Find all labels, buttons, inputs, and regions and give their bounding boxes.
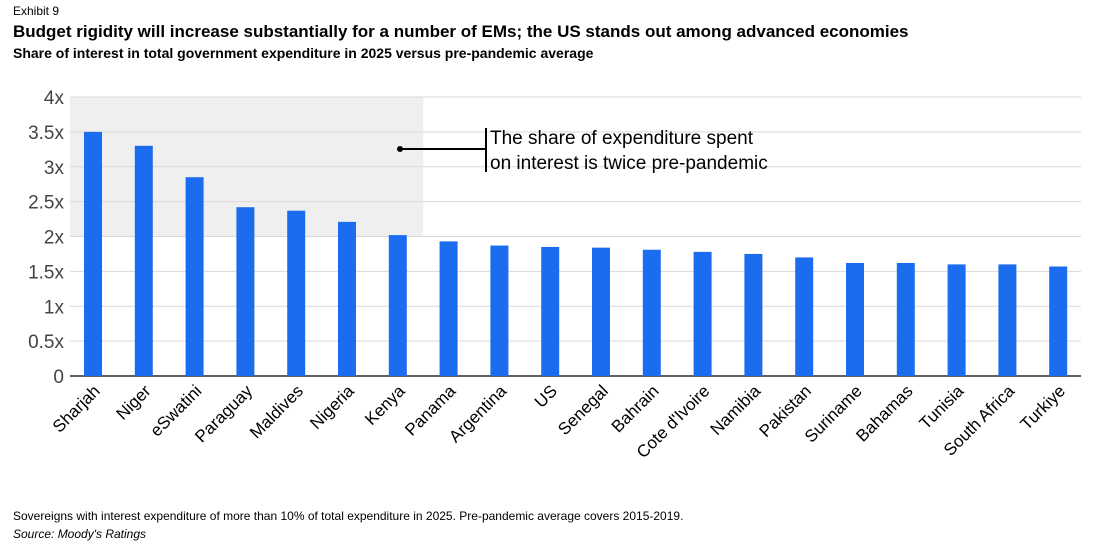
bar <box>338 221 356 376</box>
footnote: Sovereigns with interest expenditure of … <box>13 509 684 523</box>
annotation-text: on interest is twice pre-pandemic <box>490 153 768 174</box>
x-tick-label: Nigeria <box>306 381 358 433</box>
bar <box>84 131 102 376</box>
y-tick-label: 2x <box>44 228 65 249</box>
bar <box>947 264 966 376</box>
bar <box>388 235 407 376</box>
x-tick-label: Maldives <box>246 381 307 442</box>
bar <box>896 263 915 376</box>
y-tick-label: 2.5x <box>28 193 64 214</box>
chart-subtitle: Share of interest in total government ex… <box>13 45 594 61</box>
bar <box>693 251 712 376</box>
y-tick-label: 3x <box>44 158 65 179</box>
x-tick-label: Senegal <box>554 381 612 439</box>
bar <box>287 210 306 376</box>
exhibit-label: Exhibit 9 <box>13 4 60 18</box>
y-tick-label: 3.5x <box>28 123 64 144</box>
bar <box>490 245 509 376</box>
annotation-text: The share of expenditure spent <box>490 128 754 149</box>
x-tick-label: Kenya <box>361 381 409 429</box>
x-tick-label: Niger <box>112 381 154 423</box>
bar <box>592 247 610 376</box>
bar <box>236 207 255 376</box>
bar <box>846 263 864 376</box>
bar <box>1049 266 1068 376</box>
bar <box>134 145 153 376</box>
y-tick-label: 1x <box>44 297 65 318</box>
bar <box>185 177 204 376</box>
x-tick-label: Bahamas <box>852 381 916 445</box>
y-tick-label: 1.5x <box>28 262 64 283</box>
bar <box>642 249 661 376</box>
chart-title: Budget rigidity will increase substantia… <box>13 22 909 41</box>
bar <box>541 246 560 376</box>
x-tick-label: Turkiye <box>1017 381 1069 433</box>
x-tick-label: Namibia <box>707 381 765 439</box>
x-tick-label: US <box>531 381 561 411</box>
bar <box>795 257 814 376</box>
bar <box>439 241 458 376</box>
bar <box>998 264 1017 376</box>
y-tick-label: 4x <box>44 88 65 109</box>
y-tick-label: 0 <box>53 367 64 388</box>
y-tick-label: 0.5x <box>28 332 64 353</box>
bar <box>744 253 763 376</box>
source-note: Source: Moody's Ratings <box>13 527 147 541</box>
x-tick-label: Sharjah <box>49 381 104 436</box>
